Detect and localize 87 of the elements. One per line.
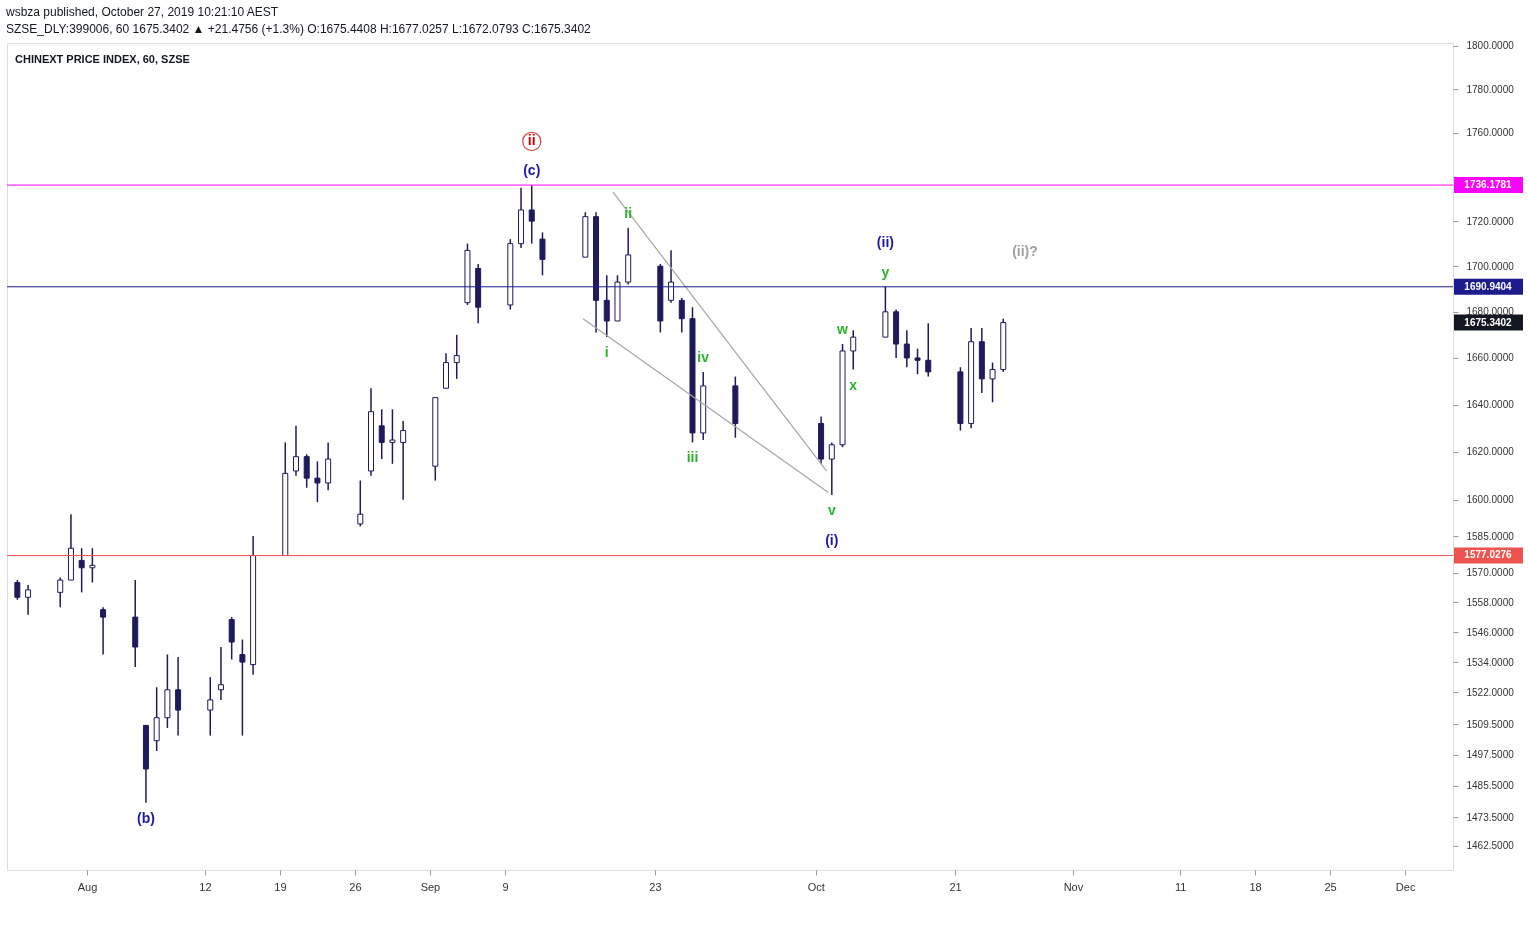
chart-subtitle: SZSE_DLY:399006, 60 1675.3402 ▲ +21.4756 (+1.3%) O:1675.4408 H:1677.0257 L:1672.0793 C:1675.3402 <box>6 22 592 36</box>
annotation: iv <box>697 348 710 365</box>
candlestick <box>14 579 21 601</box>
candlestick <box>989 361 996 404</box>
candlestick <box>903 329 910 368</box>
annotation: (ii)? <box>1012 243 1038 259</box>
annotation: v <box>827 501 836 518</box>
x-tick-label: 9 <box>502 880 509 893</box>
y-tick-label: 1585.0000 <box>1466 530 1515 542</box>
x-tick-label: 26 <box>349 880 362 893</box>
candlestick <box>100 606 107 656</box>
candlestick <box>217 646 224 701</box>
ref-line-label: 1736.1781 <box>1464 179 1513 191</box>
candlestick <box>378 408 385 460</box>
y-tick-label: 1700.0000 <box>1466 260 1515 272</box>
annotation: i <box>604 344 609 361</box>
annotation: ii <box>624 204 633 221</box>
y-tick-label: 1760.0000 <box>1466 127 1515 139</box>
y-tick-label: 1462.5000 <box>1466 840 1515 852</box>
candlestick <box>850 329 857 371</box>
x-tick-label: 11 <box>1174 880 1187 893</box>
x-tick-label: 18 <box>1249 880 1262 893</box>
candlestick <box>153 686 160 752</box>
x-tick-label: Oct <box>807 880 825 893</box>
x-tick-label: 12 <box>199 880 212 893</box>
candlestick <box>925 322 932 378</box>
x-tick-label: Sep <box>420 880 441 893</box>
text: wsbza published, October 27, 2019 10:21:10 AEST <box>5 5 279 19</box>
y-tick-label: 1497.5000 <box>1466 749 1515 761</box>
candlestick <box>914 347 921 375</box>
candlestick <box>239 638 246 737</box>
y-tick-label: 1570.0000 <box>1466 567 1515 579</box>
y-tick-label: 1509.5000 <box>1466 718 1515 730</box>
annotation: (i) <box>825 531 839 548</box>
candlestick <box>314 460 321 503</box>
annotation: (b) <box>137 809 155 826</box>
y-tick-label: 1485.5000 <box>1466 780 1515 792</box>
candlestick <box>78 547 85 594</box>
y-tick-label: 1780.0000 <box>1466 83 1515 95</box>
candlestick <box>603 274 610 338</box>
x-tick-label: Dec <box>1395 880 1416 893</box>
candlestick <box>89 547 96 584</box>
x-tick-label: 25 <box>1324 880 1337 893</box>
y-tick-label: 1522.0000 <box>1466 686 1515 698</box>
candlestick <box>668 249 675 304</box>
candlestick <box>357 479 364 528</box>
annotation: (c) <box>523 162 541 179</box>
candlestick <box>528 184 535 245</box>
annotation: iii <box>686 449 699 466</box>
annotation: y <box>881 263 890 280</box>
candlestick <box>453 334 460 380</box>
candlestick <box>175 656 182 737</box>
x-tick-label: 21 <box>949 880 962 893</box>
candlestick <box>292 425 299 477</box>
candlestick <box>539 231 546 277</box>
candlestick <box>400 420 407 501</box>
candlestick <box>678 297 685 334</box>
candlestick <box>325 441 332 491</box>
candlestick <box>228 616 235 661</box>
candlestick <box>828 441 835 496</box>
y-tick-label: 1800.0000 <box>1466 40 1515 52</box>
y-tick-label: 1640.0000 <box>1466 399 1515 411</box>
annotation: w <box>836 321 849 338</box>
text: CHINEXT PRICE INDEX, 60, SZSE <box>15 53 190 65</box>
y-tick-label: 1534.0000 <box>1466 656 1515 668</box>
candlestick <box>25 584 32 616</box>
y-tick-label: 1620.0000 <box>1466 446 1515 458</box>
candlestick <box>303 453 310 489</box>
x-tick-label: 19 <box>274 880 287 893</box>
annotation: (ii) <box>876 233 894 250</box>
x-tick-label: Aug <box>77 880 98 893</box>
y-tick-label: 1660.0000 <box>1466 352 1515 364</box>
ref-line-label: 1690.9404 <box>1464 280 1513 292</box>
x-tick-label: Nov <box>1063 880 1084 893</box>
candlestick <box>57 576 64 608</box>
y-tick-label: 1546.0000 <box>1466 626 1515 638</box>
candlestick <box>207 676 214 737</box>
y-tick-label: 1558.0000 <box>1466 596 1515 608</box>
y-tick-label: 1720.0000 <box>1466 215 1515 227</box>
ref-line-label: 1577.0276 <box>1464 549 1513 561</box>
y-tick-label: 1600.0000 <box>1466 494 1515 506</box>
candlestick <box>389 408 396 465</box>
y-tick-label: 1473.5000 <box>1466 811 1515 823</box>
annotation: ii <box>527 132 536 149</box>
annotation: x <box>849 376 858 393</box>
x-tick-label: 23 <box>649 880 662 893</box>
text: 1675.3402 <box>1464 316 1513 328</box>
